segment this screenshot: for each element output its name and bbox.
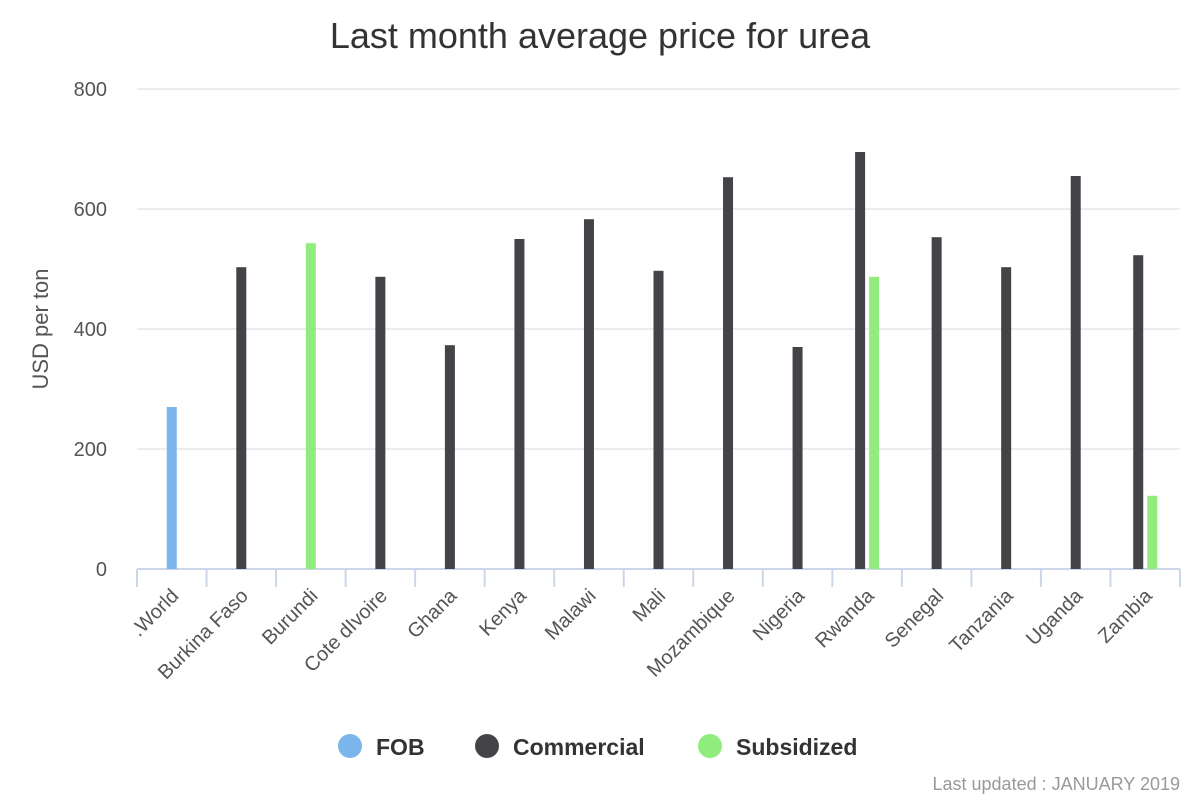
x-tick-label: Burundi <box>258 585 322 649</box>
legend-item-subsidized[interactable]: Subsidized <box>698 734 857 760</box>
bar-commercial-nigeria[interactable] <box>792 347 803 569</box>
legend-marker <box>338 734 362 758</box>
bar-commercial-mozambique[interactable] <box>723 177 734 569</box>
y-tick-label: 800 <box>74 79 107 101</box>
bar-subsidized-rwanda[interactable] <box>869 276 880 569</box>
x-tick-label: Rwanda <box>811 584 879 652</box>
y-tick-label: 400 <box>74 319 107 341</box>
bar-fob-world[interactable] <box>166 407 177 569</box>
bar-commercial-zambia[interactable] <box>1133 255 1144 569</box>
y-tick-label: 600 <box>74 199 107 221</box>
legend-label: FOB <box>376 734 425 760</box>
y-axis-label: USD per ton <box>28 268 53 389</box>
x-tick-label: Malawi <box>541 585 601 645</box>
y-tick-label: 200 <box>74 439 107 461</box>
x-tick-label: Nigeria <box>749 584 810 645</box>
last-updated-note: Last updated : JANUARY 2019 <box>933 774 1181 794</box>
legend-marker <box>475 734 499 758</box>
bar-commercial-kenya[interactable] <box>514 239 525 569</box>
legend-item-fob[interactable]: FOB <box>338 734 425 760</box>
bar-commercial-mali[interactable] <box>653 270 664 569</box>
bar-commercial-uganda[interactable] <box>1070 176 1081 569</box>
chart-title: Last month average price for urea <box>330 15 871 56</box>
x-tick-label: Uganda <box>1022 584 1088 650</box>
legend-label: Subsidized <box>736 734 857 760</box>
x-tick-label: Senegal <box>881 585 948 652</box>
legend: FOB Commercial Subsidized <box>338 734 857 760</box>
x-tick-label: Kenya <box>475 584 531 640</box>
legend-item-commercial[interactable]: Commercial <box>475 734 645 760</box>
bar-commercial-burkina-faso[interactable] <box>236 267 247 569</box>
x-tick-label: .World <box>127 585 183 641</box>
x-axis <box>136 568 1181 587</box>
x-tick-label: Tanzania <box>946 584 1019 657</box>
bar-commercial-tanzania[interactable] <box>1001 267 1012 569</box>
bar-commercial-cote-divoire[interactable] <box>375 276 386 569</box>
y-axis-ticks: 0 200 400 600 800 <box>74 79 107 581</box>
x-tick-label: Mali <box>629 585 670 626</box>
legend-label: Commercial <box>513 734 645 760</box>
bar-commercial-ghana[interactable] <box>444 345 455 569</box>
legend-marker <box>698 734 722 758</box>
y-tick-label: 0 <box>96 559 107 581</box>
x-tick-label: Ghana <box>403 584 462 643</box>
bar-commercial-senegal[interactable] <box>931 237 942 569</box>
bars <box>166 152 1158 569</box>
bar-subsidized-burundi[interactable] <box>305 243 316 569</box>
bar-commercial-rwanda[interactable] <box>855 152 866 569</box>
x-tick-label: Zambia <box>1094 584 1157 647</box>
bar-subsidized-zambia[interactable] <box>1147 495 1158 569</box>
bar-commercial-malawi[interactable] <box>583 219 594 569</box>
